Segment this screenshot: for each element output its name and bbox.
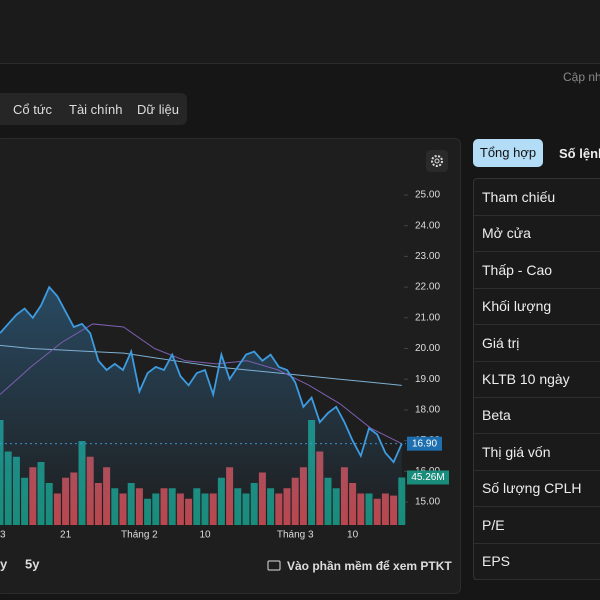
info-row: Thị giá vốn bbox=[474, 434, 600, 471]
row-label: Khối lượng bbox=[482, 298, 552, 315]
price-area bbox=[0, 287, 402, 525]
x-tick-label: 10 bbox=[199, 530, 211, 541]
y-tick-label: 21.00 bbox=[415, 312, 440, 323]
info-row: Khối lượng bbox=[474, 288, 600, 326]
info-row: Tham chiếu bbox=[474, 179, 600, 216]
tab[interactable]: Cổ tức bbox=[13, 102, 53, 117]
ptkt-link[interactable]: Vào phần mềm để xem PTKT bbox=[287, 559, 452, 573]
row-label: Mở cửa bbox=[482, 225, 531, 242]
info-row: P/E bbox=[474, 507, 600, 544]
volume-badge bbox=[407, 470, 449, 485]
ma-line bbox=[0, 323, 403, 445]
price-label: 16.90 bbox=[412, 438, 437, 449]
x-tick-label: 3 bbox=[0, 530, 6, 541]
info-row: Thấp - Cao bbox=[474, 252, 600, 289]
row-label: Số lượng CPLH bbox=[482, 480, 582, 497]
tab-bar: Cổ tức Tài chính Dữ liệu bbox=[0, 93, 187, 125]
info-row: Mở cửa bbox=[474, 215, 600, 253]
row-label: Tham chiếu bbox=[482, 189, 556, 205]
info-row: KLTB 10 ngày bbox=[474, 361, 600, 398]
update-text: Cập nh bbox=[563, 70, 600, 84]
y-tick-label: 18.00 bbox=[415, 405, 440, 416]
y-tick-label: 15.00 bbox=[415, 497, 440, 508]
x-tick-label: 10 bbox=[347, 530, 359, 541]
x-tick-label: Tháng 2 bbox=[121, 530, 158, 541]
chart: y 5y Vào phần mềm để xem PTKT 25.00 24.00… bbox=[0, 150, 452, 573]
y-tick-label: 24.00 bbox=[415, 220, 440, 231]
info-row: Số lượng CPLH bbox=[474, 470, 600, 508]
info-row: Giá trị bbox=[474, 325, 600, 362]
volume-label: 45.26M bbox=[411, 472, 444, 483]
y-tick-label: 25.00 bbox=[415, 190, 440, 201]
side-tab[interactable]: Số lệnh bbox=[559, 146, 600, 161]
tab[interactable]: Dữ liệu bbox=[137, 102, 179, 117]
info-row: EPS bbox=[474, 543, 600, 580]
y-tick-label: 20.00 bbox=[415, 343, 440, 354]
side-tab[interactable]: Tổng hợp bbox=[473, 139, 543, 167]
price-badge bbox=[407, 436, 442, 451]
settings-icon[interactable] bbox=[426, 150, 448, 172]
row-label: P/E bbox=[482, 516, 505, 533]
row-label: Giá trị bbox=[482, 334, 520, 351]
top-bar bbox=[0, 0, 600, 64]
y-tick-label: 22.00 bbox=[415, 282, 440, 293]
row-label: Thấp - Cao bbox=[482, 261, 553, 278]
y-tick-label: 23.00 bbox=[415, 251, 440, 262]
monitor-icon bbox=[267, 560, 281, 571]
row-label: Thị giá vốn bbox=[482, 443, 551, 460]
range-button[interactable]: 5y bbox=[25, 556, 40, 571]
y-tick-label: 19.00 bbox=[415, 374, 440, 385]
info-row: Beta bbox=[474, 397, 600, 435]
tab[interactable]: Tài chính bbox=[69, 102, 123, 117]
row-label: KLTB 10 ngày bbox=[482, 371, 570, 387]
row-label: EPS bbox=[482, 553, 511, 569]
ma-line bbox=[0, 344, 402, 386]
range-button[interactable]: y bbox=[0, 556, 8, 571]
x-tick-label: 21 bbox=[60, 530, 72, 541]
row-label: Beta bbox=[482, 407, 511, 424]
price-line bbox=[0, 285, 403, 464]
info-list: Tham chiếu Mở cửa Thấp - Cao Khối lượng Giá … bbox=[473, 178, 600, 580]
x-tick-label: Tháng 3 bbox=[277, 530, 314, 541]
